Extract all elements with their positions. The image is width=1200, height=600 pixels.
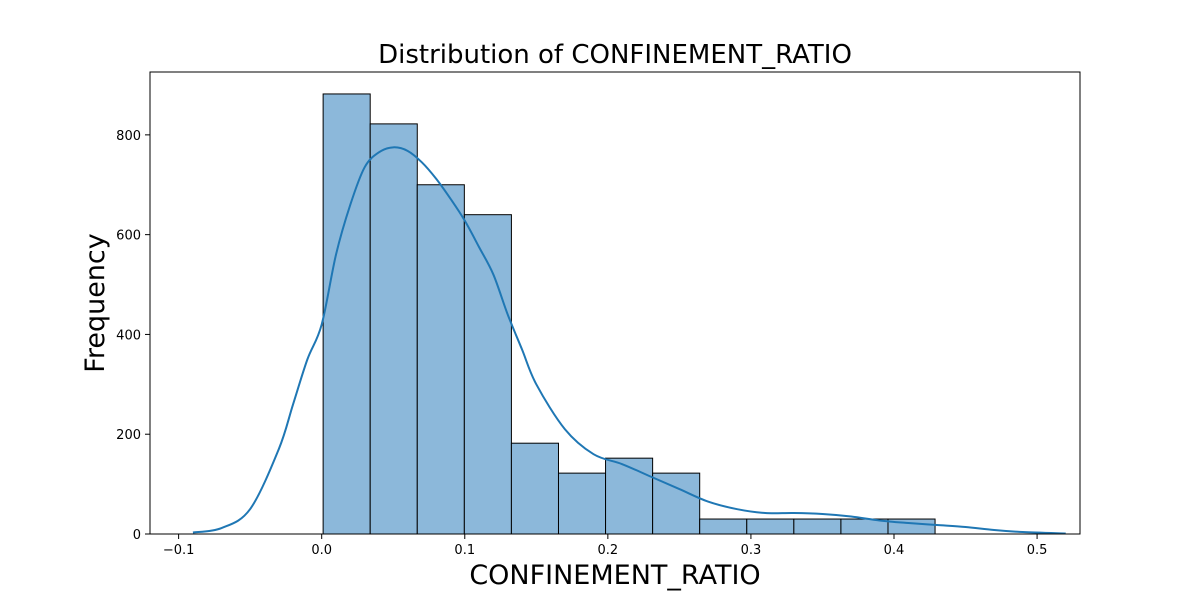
x-tick-label-3: 0.2 <box>598 543 619 558</box>
histogram-bar-5 <box>557 472 607 535</box>
axes-frame <box>149 71 1081 535</box>
histogram-bar-8 <box>699 518 748 535</box>
kde-line <box>192 146 1066 535</box>
x-tick-label-1: 0.0 <box>311 543 332 558</box>
histogram-bar-0 <box>322 93 371 535</box>
x-tick-label-2: 0.1 <box>454 543 475 558</box>
y-tick-label-2: 400 <box>116 328 141 343</box>
y-axis-label: Frequency <box>80 233 111 373</box>
x-tick-label-0: −0.1 <box>163 543 195 558</box>
y-tick-label-0: 0 <box>133 528 141 543</box>
chart-title: Distribution of CONFINEMENT_RATIO <box>378 40 852 70</box>
histogram-bar-3 <box>463 214 512 535</box>
x-tick-label-5: 0.4 <box>884 543 905 558</box>
x-axis: −0.1 0.0 0.1 0.2 0.3 0.4 0.5 <box>163 534 1048 558</box>
histogram-bar-1 <box>369 123 418 535</box>
histogram-bar-4 <box>510 442 559 535</box>
y-axis: 0 200 400 600 800 <box>116 129 150 543</box>
y-tick-label-3: 600 <box>116 229 141 244</box>
histogram-bar-6 <box>605 457 654 535</box>
x-tick-label-4: 0.3 <box>741 543 762 558</box>
y-tick-label-4: 800 <box>116 129 141 144</box>
x-tick-label-6: 0.5 <box>1027 543 1048 558</box>
histogram-bar-2 <box>416 184 465 535</box>
x-axis-label: CONFINEMENT_RATIO <box>469 560 760 591</box>
histogram-bar-10 <box>793 518 842 535</box>
histogram-bar-9 <box>746 518 795 535</box>
kde-layer <box>192 146 1066 535</box>
histogram-bar-7 <box>652 472 701 535</box>
y-tick-label-1: 200 <box>116 428 141 443</box>
